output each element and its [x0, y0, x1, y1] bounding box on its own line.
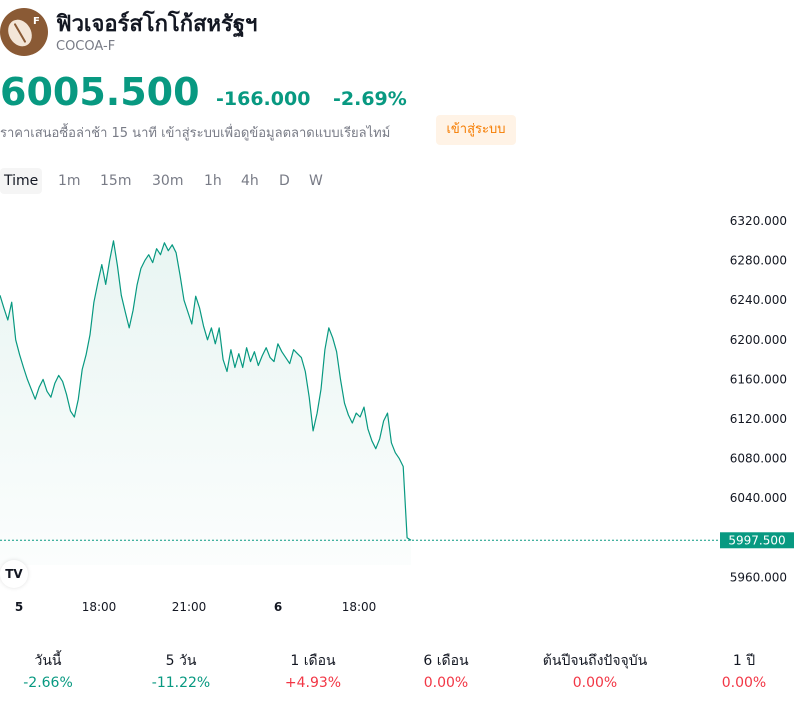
tradingview-logo-icon[interactable]: TV	[0, 560, 28, 588]
tab-time[interactable]: Time	[0, 168, 43, 194]
perf-label: 5 วัน	[165, 653, 197, 669]
tab-1m[interactable]: 1m	[58, 173, 81, 189]
perf-value: -2.66%	[23, 675, 73, 691]
perf-value: 0.00%	[721, 675, 767, 691]
perf-item-1y: 1 ปี 0.00%	[674, 650, 800, 691]
x-tick-label: 5	[15, 600, 23, 614]
perf-value: +4.93%	[284, 675, 342, 691]
y-tick-label: 6200.000	[730, 333, 787, 347]
delay-note: ราคาเสนอซื้อล่าช้า 15 นาที เข้าสู่ระบบเพ…	[0, 126, 391, 141]
price-change: -166.000	[216, 88, 311, 110]
y-tick-label: 6120.000	[730, 412, 787, 426]
tab-1h[interactable]: 1h	[204, 173, 222, 189]
last-price: 6005.500	[0, 70, 200, 114]
quote-row: 6005.500 -166.000 -2.69%	[0, 70, 800, 118]
perf-label: ต้นปีจนถึงปัจจุบัน	[542, 653, 648, 669]
tab-30m[interactable]: 30m	[152, 173, 184, 189]
y-tick-label: 6160.000	[730, 372, 787, 386]
perf-value: -11.22%	[151, 675, 211, 691]
login-button[interactable]: เข้าสู่ระบบ	[436, 115, 516, 145]
price-area-fill	[0, 240, 411, 566]
y-tick-label: 6280.000	[730, 254, 787, 268]
y-tick-label: 6240.000	[730, 293, 787, 307]
header: F ฟิวเจอร์สโกโก้สหรัฐฯ COCOA-F	[0, 4, 800, 56]
perf-item-ytd: ต้นปีจนถึงปัจจุบัน 0.00%	[525, 650, 665, 691]
y-tick-label: 6320.000	[730, 214, 787, 228]
x-tick-label: 18:00	[342, 600, 377, 614]
y-tick-label: 6080.000	[730, 452, 787, 466]
tab-4h[interactable]: 4h	[241, 173, 259, 189]
perf-value: 0.00%	[572, 675, 618, 691]
tab-w[interactable]: W	[309, 173, 323, 189]
price-line	[0, 240, 412, 541]
tab-d[interactable]: D	[279, 173, 290, 189]
perf-label: 1 ปี	[732, 653, 756, 669]
y-tick-label: 6040.000	[730, 491, 787, 505]
y-tick-label: 5960.000	[730, 570, 787, 584]
perf-item-today: วันนี้ -2.66%	[0, 650, 118, 691]
perf-value: 0.00%	[423, 675, 469, 691]
futures-badge: F	[33, 16, 40, 27]
last-price-label: 5997.500	[728, 533, 785, 547]
tab-15m[interactable]: 15m	[100, 173, 132, 189]
chart-canvas[interactable]: 5997.500 6320.000 6280.000 6240.000 6200.000…	[0, 200, 800, 625]
cocoa-logo-icon: F	[0, 8, 48, 56]
x-tick-label: 6	[274, 600, 282, 614]
perf-item-1m: 1 เดือน +4.93%	[243, 650, 383, 691]
cocoa-bean-icon	[3, 15, 37, 51]
price-change-percent: -2.69%	[333, 88, 407, 110]
perf-label: 1 เดือน	[290, 653, 336, 669]
price-chart[interactable]: 5997.500 6320.000 6280.000 6240.000 6200.000…	[0, 200, 800, 625]
performance-row: วันนี้ -2.66% 5 วัน -11.22% 1 เดือน +4.9…	[0, 650, 800, 695]
ticker-symbol: COCOA-F	[56, 39, 116, 54]
perf-label: 6 เดือน	[423, 653, 469, 669]
perf-label: วันนี้	[34, 653, 62, 669]
perf-item-6m: 6 เดือน 0.00%	[376, 650, 516, 691]
x-tick-label: 21:00	[172, 600, 207, 614]
last-price-badge	[720, 532, 794, 549]
page-title: ฟิวเจอร์สโกโก้สหรัฐฯ	[56, 12, 258, 37]
perf-item-5d: 5 วัน -11.22%	[111, 650, 251, 691]
x-tick-label: 18:00	[82, 600, 117, 614]
